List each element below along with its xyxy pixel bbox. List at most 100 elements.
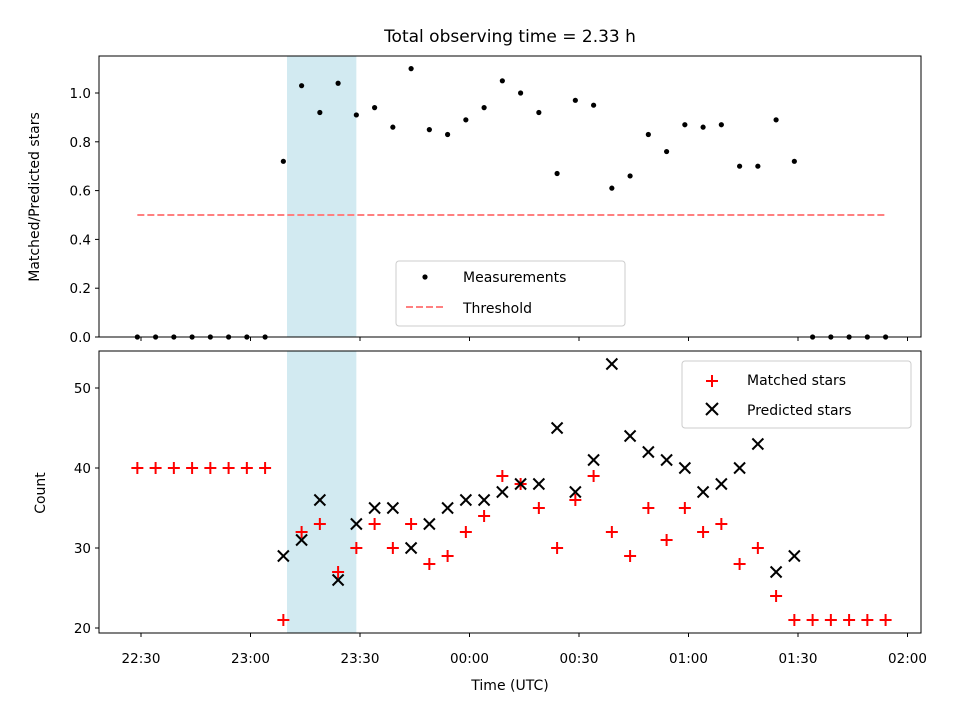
predicted-star-point [587,453,600,467]
matched-star-point [386,542,399,554]
predicted-star-point [550,421,564,435]
predicted-star-point [404,541,418,555]
matched-star-point [788,614,801,626]
bottom-panel: 20 30 40 50 22:30 23:00 23:30 00:00 00:30 01:00 0… [33,350,927,694]
chart-title: Total observing time = 2.33 h [383,27,636,47]
bottom-y-axis-label: Count [33,472,49,514]
measurement-point [591,102,597,108]
predicted-star-point [569,485,582,499]
matched-star-point [569,494,582,506]
predicted-star-point [733,461,746,475]
matched-star-point [423,558,436,570]
matched-star-point [770,590,783,602]
measurement-point [664,148,670,155]
matched-legend-marker [706,375,718,387]
x-tick-label: 01:00 [669,651,708,667]
x-tick-label: 23:30 [341,651,380,667]
matched-star-point [624,550,637,562]
top-legend: Measurements Threshold [395,260,626,327]
predicted-star-point [350,517,363,531]
top-y-ticks: 0.0 0.2 0.4 0.6 0.8 1.0 [70,86,99,346]
predicted-star-point [769,565,783,579]
top-y-tick-label: 0.8 [70,135,91,151]
matched-star-point [642,502,655,514]
matched-star-point [459,526,472,538]
matched-star-point [733,558,746,570]
top-y-tick-label: 0.4 [70,232,91,248]
measurement-point [536,109,542,116]
bottom-axes-frame [98,350,922,634]
predicted-star-point [605,357,619,371]
predicted-star-point [459,493,473,507]
x-tick-label: 00:30 [560,651,599,667]
bottom-y-tick-label: 20 [74,621,91,637]
bottom-legend-box [681,360,912,429]
matched-star-point [843,614,856,626]
matched-star-point [824,614,837,626]
top-axes-frame [98,55,922,338]
matched-star-point [478,510,491,522]
measurements-legend-marker [422,274,428,280]
matched-star-point [660,534,673,546]
matched-star-point [149,462,162,474]
matched-star-point [240,462,253,474]
matched-star-point [131,462,144,474]
matched-star-point [441,550,454,562]
bottom-y-tick-label: 30 [74,541,91,557]
measurement-point [317,109,323,116]
measurement-point [627,173,633,179]
measurement-point [445,131,451,138]
predicted-star-point [715,477,728,491]
measurement-point [390,124,396,130]
matched-star-point [332,566,345,578]
matched-star-point [678,502,691,514]
matched-star-point [186,462,199,474]
legend-entry-matched-stars: Matched stars [747,373,846,389]
matched-star-point [313,518,326,530]
predicted-star-point [496,485,509,499]
predicted-star-point [477,493,491,507]
measurement-point [645,131,651,138]
predicted-star-point [423,517,436,531]
measurement-point [755,163,761,169]
matched-star-point [259,462,272,474]
x-tick-label: 00:00 [450,651,489,667]
matched-star-point [861,614,874,626]
matched-star-point [697,526,710,538]
count-points [131,357,892,626]
matched-star-point [551,542,564,554]
x-axis-label: Time (UTC) [470,678,548,694]
matched-star-point [368,518,381,530]
predicted-star-point [277,549,290,563]
predicted-star-point [532,477,546,491]
predicted-star-point [514,477,527,491]
matched-star-point [167,462,180,474]
bottom-y-tick-label: 40 [74,461,91,477]
predicted-star-point [313,493,327,507]
top-x-ticks [140,337,908,341]
measurement-point [499,78,505,84]
top-observing-span [287,56,357,337]
measurement-point [718,122,724,128]
predicted-star-point [368,501,381,515]
matched-star-point [204,462,217,474]
measurement-point [463,117,469,123]
x-tick-label: 02:00 [888,651,927,667]
x-tick-label: 22:30 [122,651,161,667]
predicted-star-point [386,501,400,515]
top-y-tick-label: 1.0 [70,86,91,102]
measurement-point [335,80,341,86]
x-tick-label: 01:30 [779,651,818,667]
measurement-point [554,170,560,177]
top-y-axis-label: Matched/Predicted stars [27,112,43,282]
predicted-star-point [642,445,655,459]
measurement-point [791,158,797,164]
top-y-tick-label: 0.6 [70,184,91,200]
matched-star-point [405,518,418,530]
measurement-point [572,97,578,103]
predicted-star-point [623,429,637,443]
matched-star-point [277,614,290,626]
top-y-tick-label: 0.0 [70,330,91,346]
predicted-star-point [660,453,673,467]
